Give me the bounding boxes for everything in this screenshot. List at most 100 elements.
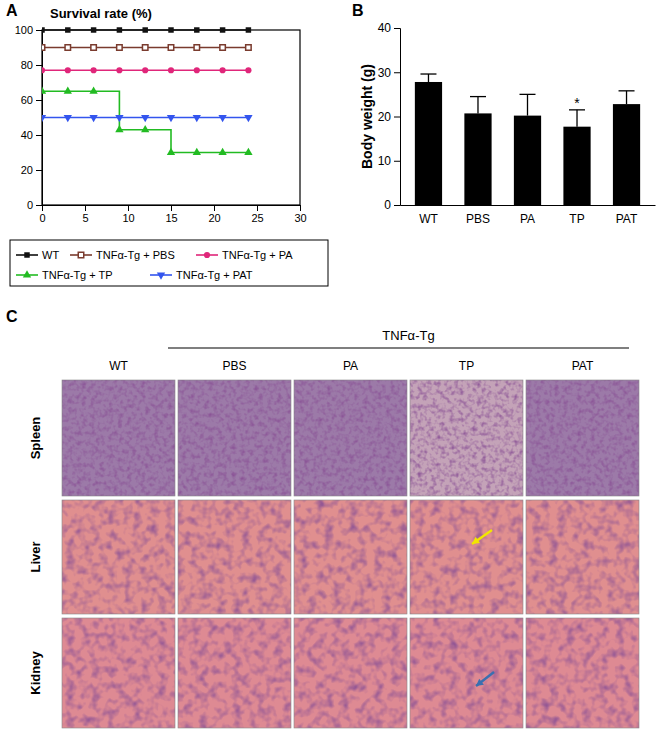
panel-letter: A bbox=[6, 2, 18, 19]
tick-mark bbox=[36, 135, 42, 136]
marker bbox=[220, 67, 226, 73]
tick-mark bbox=[300, 205, 301, 211]
marker bbox=[115, 115, 123, 122]
legend-label: TNFα-Tg + PAT bbox=[176, 269, 253, 281]
arrow bbox=[472, 530, 492, 544]
legend-marker bbox=[78, 252, 83, 257]
tick-mark bbox=[128, 205, 129, 211]
marker bbox=[42, 86, 46, 93]
tick: 10 bbox=[378, 154, 400, 168]
tick-label: 0 bbox=[384, 198, 391, 212]
tick: 40 bbox=[21, 129, 42, 141]
histology-image bbox=[294, 380, 407, 496]
arrow-head bbox=[476, 679, 484, 686]
marker bbox=[168, 27, 173, 32]
tick: 25 bbox=[251, 205, 263, 224]
image-base bbox=[62, 500, 175, 614]
tick: 10 bbox=[122, 205, 134, 224]
image-texture bbox=[62, 380, 175, 496]
image-border bbox=[526, 380, 639, 496]
tick-label: 20 bbox=[21, 164, 33, 176]
histology-image bbox=[526, 618, 639, 728]
marker bbox=[244, 115, 252, 122]
marker bbox=[193, 148, 201, 155]
axis: 0 10 20 30 40 bbox=[378, 21, 401, 212]
histology-image bbox=[62, 500, 175, 614]
axis: WTPBSPATPPAT bbox=[401, 206, 656, 226]
error-bar-stem bbox=[576, 110, 577, 127]
tick-label: 25 bbox=[251, 212, 263, 224]
tick-mark bbox=[85, 205, 86, 211]
marker bbox=[168, 45, 173, 50]
image-texture bbox=[294, 380, 407, 496]
tick: 40 bbox=[378, 21, 400, 35]
legend-marker bbox=[23, 270, 31, 277]
error-bar bbox=[619, 91, 635, 104]
marker bbox=[117, 45, 122, 50]
arrow-shaft bbox=[472, 530, 492, 544]
tick: WT bbox=[419, 212, 438, 226]
tick-label: 0 bbox=[39, 212, 45, 224]
tick-mark bbox=[214, 205, 215, 211]
legend-label: TNFα-Tg + PA bbox=[222, 249, 293, 261]
tick-label: 60 bbox=[21, 94, 33, 106]
tick-label: PAT bbox=[616, 212, 638, 226]
marker bbox=[218, 115, 226, 122]
image-texture bbox=[62, 618, 175, 728]
marker bbox=[42, 67, 45, 73]
annotation: * bbox=[574, 95, 580, 111]
bar bbox=[415, 82, 442, 205]
tick: 60 bbox=[21, 94, 42, 106]
tick: 20 bbox=[21, 164, 42, 176]
marker bbox=[142, 67, 148, 73]
legend-entry: TNFα-Tg + TP bbox=[16, 269, 113, 281]
group-rule bbox=[168, 347, 629, 348]
survival-line bbox=[42, 91, 248, 152]
image-base bbox=[294, 380, 407, 496]
group-label: TNFα-Tg bbox=[382, 328, 434, 343]
panel-title: Survival rate (%) bbox=[50, 6, 152, 21]
image-border bbox=[410, 380, 523, 496]
image-base bbox=[410, 618, 523, 728]
image-border bbox=[526, 618, 639, 728]
marker bbox=[42, 45, 45, 50]
image-texture bbox=[62, 500, 175, 614]
tick: 20 bbox=[208, 205, 220, 224]
tick-label: 40 bbox=[378, 21, 392, 35]
tick-mark bbox=[171, 205, 172, 211]
image-base bbox=[410, 380, 523, 496]
tick-label: TP bbox=[569, 212, 584, 226]
tick: 100 bbox=[15, 24, 42, 36]
bar bbox=[514, 116, 541, 205]
marker bbox=[42, 27, 45, 32]
bar bbox=[563, 127, 590, 205]
tick-mark bbox=[36, 170, 42, 171]
image-base bbox=[294, 500, 407, 614]
tick: 20 bbox=[378, 110, 400, 124]
marker bbox=[117, 27, 122, 32]
figure: Survival rate (%)02040608010005101520253… bbox=[0, 0, 664, 729]
panel-letter: C bbox=[6, 308, 18, 325]
bar bbox=[613, 104, 640, 205]
tick-label: 80 bbox=[21, 59, 33, 71]
tick-label: 30 bbox=[378, 66, 392, 80]
image-border bbox=[62, 500, 175, 614]
tick-label: 0 bbox=[27, 199, 33, 211]
arrow bbox=[476, 672, 494, 686]
error-bar-stem bbox=[527, 94, 528, 115]
tick-mark bbox=[394, 161, 400, 162]
tick-mark bbox=[36, 205, 42, 206]
image-texture bbox=[178, 380, 291, 496]
column-label: WT bbox=[109, 359, 128, 373]
tick: 5 bbox=[82, 205, 88, 224]
histology-image bbox=[178, 500, 291, 614]
image-base bbox=[526, 500, 639, 614]
marker bbox=[142, 27, 147, 32]
axis: 0 20 40 60 80 100 bbox=[15, 24, 43, 211]
image-border bbox=[178, 380, 291, 496]
marker bbox=[64, 86, 72, 93]
image-base bbox=[62, 618, 175, 728]
tick: 30 bbox=[294, 205, 306, 224]
row-label: Spleen bbox=[28, 417, 43, 460]
marker bbox=[246, 27, 251, 32]
